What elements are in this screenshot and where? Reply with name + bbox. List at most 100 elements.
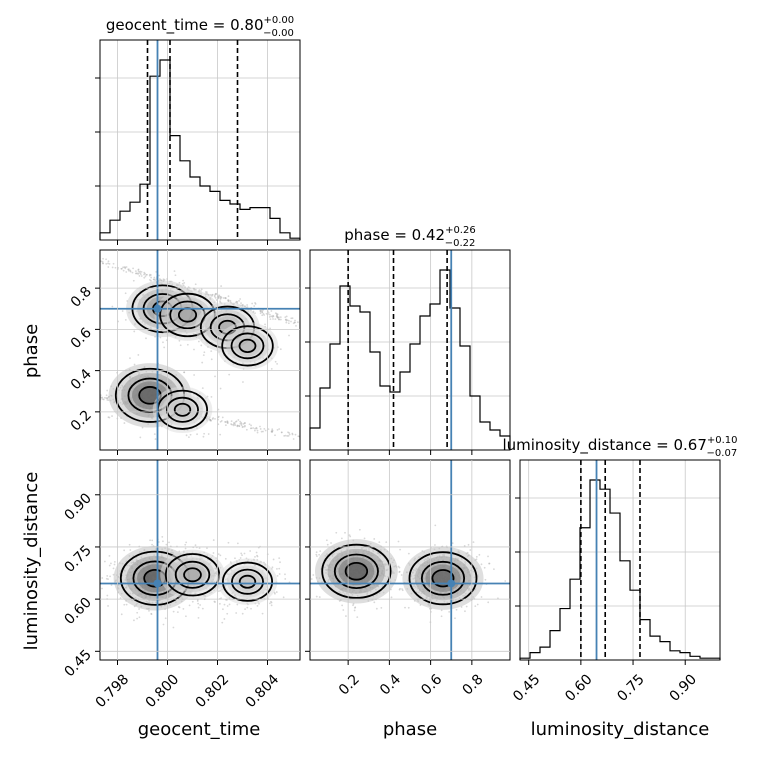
x-tick-label-phase-2: 0.6 [418,671,445,698]
contour-line [221,561,274,602]
scatter-point [121,310,124,312]
scatter-point [136,617,139,620]
scatter-point [476,603,479,606]
scatter-point [228,603,231,606]
scatter-point [353,609,356,612]
scatter-point [172,610,175,613]
scatter-point [271,566,274,569]
scatter-point [399,548,402,551]
panel-title-luminosity_distance: luminosity_distance = 0.67+0.10 −0.07 [502,435,737,459]
scatter-point [310,578,313,580]
scatter-point [110,562,112,565]
scatter-point [407,606,410,609]
scatter-point [198,547,201,550]
scatter-point [125,266,128,268]
density-blob [240,576,255,588]
scatter-point [124,266,127,269]
scatter-point [373,538,376,540]
scatter-point [112,262,115,265]
scatter-point [119,597,122,599]
scatter-point [134,270,137,273]
scatter-point [187,286,190,289]
histogram-luminosity_distance [519,479,721,660]
scatter-point [108,416,111,419]
scatter-point [179,344,182,347]
scatter-point [217,553,220,556]
panel-title-phase: phase = 0.42+0.26 −0.22 [344,225,475,249]
scatter-point [260,430,263,433]
scatter-point [222,297,225,299]
scatter-point [254,302,256,304]
scatter-point [101,260,104,263]
scatter-point [226,420,229,423]
scatter-point [315,555,318,558]
scatter-point [225,599,228,601]
scatter-point [178,339,181,342]
scatter-point [101,398,104,401]
scatter-point [123,266,126,268]
scatter-point [226,420,229,423]
scatter-point [211,293,213,296]
scatter-point [177,606,180,608]
x-tick-label-luminosity_distance-2: 0.75 [614,671,647,704]
scatter-point [226,421,229,424]
scatter-point [237,419,240,421]
scatter-point [256,555,259,558]
scatter-point [101,587,103,590]
contour-line [344,562,369,581]
scatter-point [139,436,142,439]
scatter-point [252,427,255,429]
scatter-point [141,426,144,429]
scatter-point [276,313,279,316]
scatter-point [259,425,261,428]
frame [99,249,301,451]
scatter-point [271,430,274,433]
scatter-point [183,371,185,374]
scatter-point [288,433,291,436]
scatter-point [239,557,242,559]
scatter-point [279,316,282,319]
scatter-point [151,543,153,546]
scatter-point [261,309,263,312]
scatter-point [308,566,310,568]
scatter-point [140,270,143,273]
scatter-point [207,433,210,435]
scatter-point [199,604,202,606]
scatter-point [348,534,351,537]
scatter-point [150,276,153,279]
scatter-point [487,601,490,604]
scatter-point [487,555,489,558]
scatter-point [475,558,478,561]
scatter-point [220,296,223,299]
scatter-point [276,314,278,317]
scatter-point [488,562,490,565]
scatter-point [271,429,274,432]
scatter-point [212,417,215,419]
scatter-point [344,531,346,534]
scatter-point [286,435,289,437]
scatter-point [233,422,236,425]
scatter-point [109,575,111,578]
scatter-point [107,266,110,268]
scatter-point [220,419,223,422]
scatter-point [214,601,216,603]
scatter-point [249,427,252,430]
scatter-point [113,561,116,563]
scatter-point [275,591,278,593]
scatter-point [270,600,272,603]
scatter-point [123,422,126,424]
scatter-point [256,554,258,557]
scatter-point [151,539,154,542]
x-tick-label-geocent_time-0: 0.798 [93,671,133,711]
scatter-point [278,318,280,321]
scatter-point [138,275,141,277]
scatter-point [398,566,401,569]
scatter-point [263,314,266,316]
scatter-point [217,590,220,593]
contour-line [321,543,392,599]
scatter-point [399,587,401,590]
contour-line [221,325,274,367]
scatter-point [276,429,279,431]
scatter-point [276,362,279,365]
scatter-point [272,315,275,318]
